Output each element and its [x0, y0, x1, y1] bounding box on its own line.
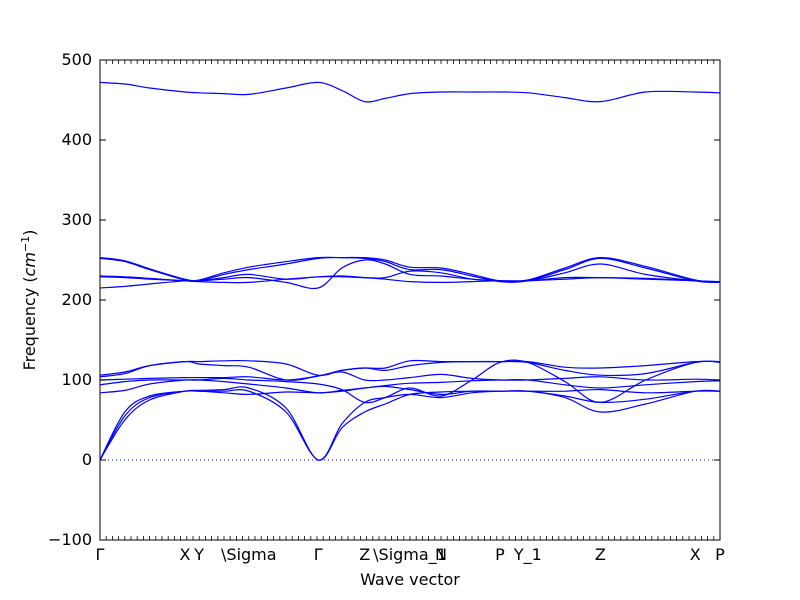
- y-axis-label-text: Frequency (: [20, 276, 39, 370]
- band-4: [99, 359, 721, 404]
- x-tick-label-5: Z: [359, 545, 370, 564]
- band-7: [99, 359, 721, 376]
- plot-frame: [99, 59, 721, 541]
- x-tick-label-9: Y_1: [513, 545, 542, 565]
- band-13: [99, 81, 721, 103]
- y-axis-label-exp: −1: [19, 236, 32, 252]
- y-axis-label-unit: cm: [20, 252, 39, 276]
- x-tick-label-11: X: [690, 545, 701, 564]
- x-axis: Γ X Y \Sigma Γ Z \Sigma_1N P Y_1 Z X P: [96, 60, 725, 565]
- band-5: [99, 371, 721, 382]
- y-tick-label: 500: [61, 50, 92, 69]
- y-tick-label: −100: [48, 530, 92, 549]
- x-tick-label-10: Z: [595, 545, 606, 564]
- y-axis: −100 0 100 200 300 400 500: [48, 50, 720, 549]
- x-tick-label-2: Y: [193, 545, 204, 564]
- y-axis-label: Frequency (cm−1): [19, 230, 39, 371]
- x-tick-label-7: N: [435, 545, 447, 564]
- y-axis-label-close: ): [20, 230, 39, 236]
- band-11: [99, 256, 721, 283]
- band-lines: [99, 81, 721, 461]
- band-2: [99, 386, 721, 461]
- x-tick-label-6: \Sigma_1: [373, 545, 447, 565]
- y-tick-label: 300: [61, 210, 92, 229]
- band-12: [99, 256, 721, 283]
- band-1: [99, 389, 721, 461]
- x-tick-label-3: \Sigma: [221, 545, 277, 564]
- x-tick-label-4: Γ: [314, 545, 323, 564]
- band-8: [99, 259, 721, 290]
- y-tick-label: 0: [82, 450, 92, 469]
- y-tick-label: 100: [61, 370, 92, 389]
- y-tick-label: 200: [61, 290, 92, 309]
- x-axis-label: Wave vector: [360, 570, 460, 589]
- band-6: [99, 360, 721, 381]
- x-tick-label-0: Γ: [96, 545, 105, 564]
- x-tick-label-12: P: [715, 545, 725, 564]
- y-tick-label: 400: [61, 130, 92, 149]
- x-tick-label-1: X: [179, 545, 190, 564]
- x-tick-label-8: P: [495, 545, 505, 564]
